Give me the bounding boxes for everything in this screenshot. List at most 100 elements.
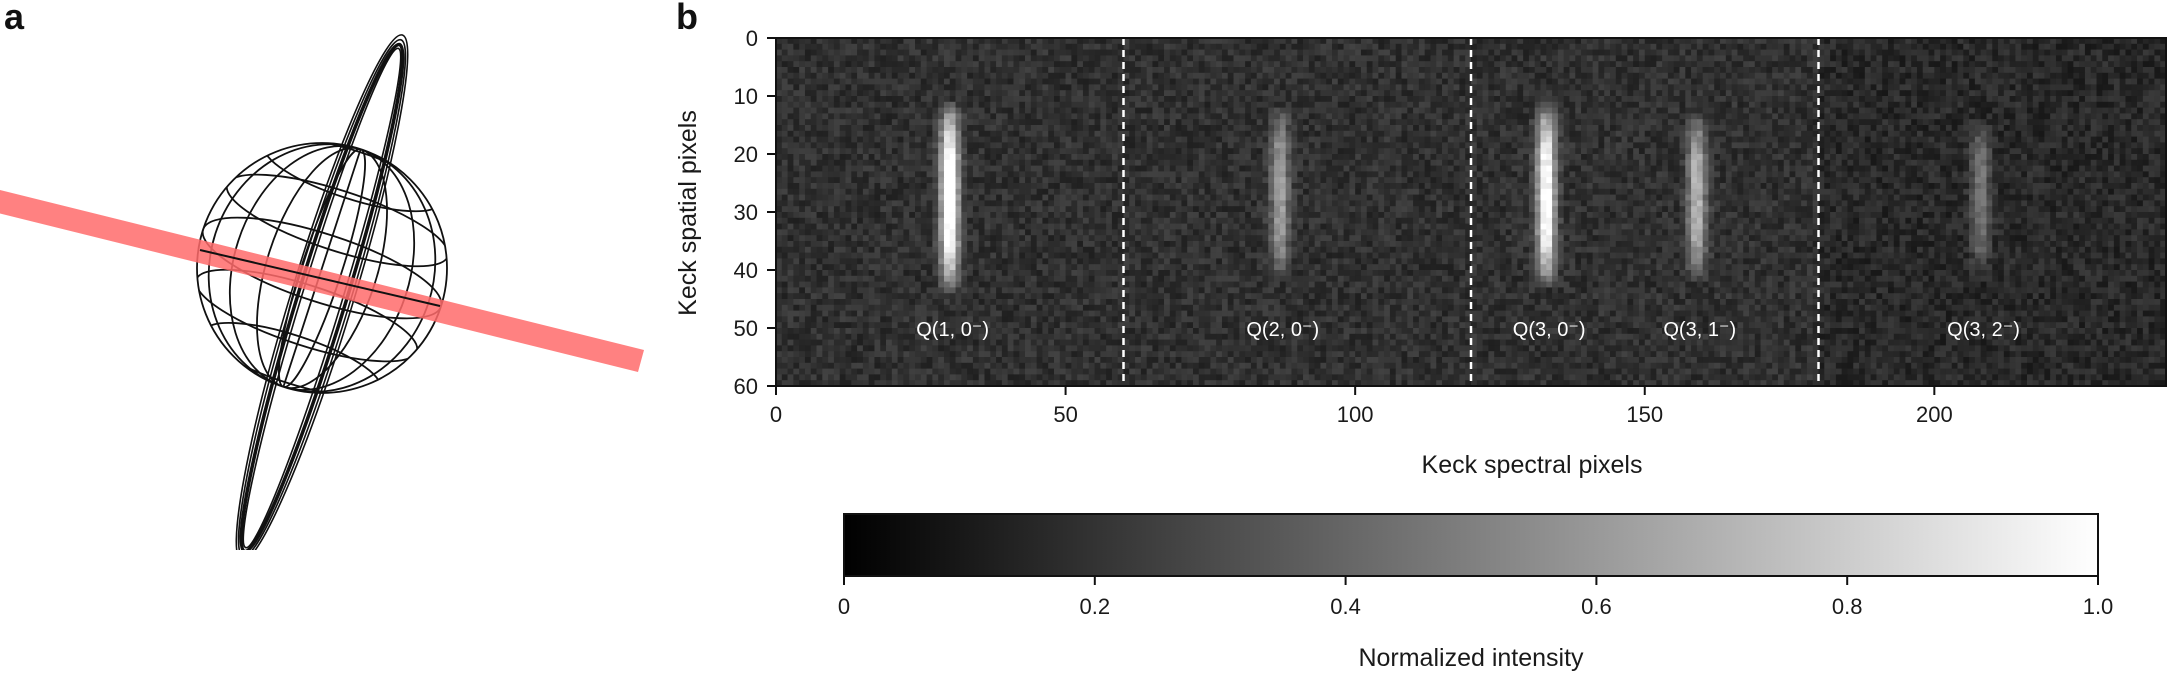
heatmap-cell [1158,49,1165,56]
heatmap-cell [1754,38,1761,45]
heatmap-cell [1893,61,1900,68]
heatmap-cell [1581,107,1588,114]
heatmap-cell [2125,96,2132,103]
heatmap-cell [978,148,985,155]
heatmap-cell [1326,142,1333,149]
heatmap-cell [1471,136,1478,143]
heatmap-cell [1656,107,1663,114]
heatmap-cell [1488,84,1495,91]
heatmap-cell [1644,96,1651,103]
heatmap-cell [2125,61,2132,68]
heatmap-cell [1789,49,1796,56]
heatmap-cell [2055,130,2063,137]
heatmap-cell [2113,113,2121,120]
heatmap-cell [1025,130,1032,137]
heatmap-cell [909,113,916,120]
heatmap-cell [1749,43,1756,50]
heatmap-image [776,38,2167,387]
heatmap-cell [1193,96,1200,103]
heatmap-cell [1754,43,1761,50]
heatmap-cell [1395,101,1402,108]
heatmap-cell [1859,148,1866,155]
heatmap-cell [1922,142,1929,149]
heatmap-cell [1882,113,1889,120]
heatmap-cell [1812,84,1819,91]
heatmap-cell [1030,113,1038,120]
heatmap-cell [839,142,846,149]
heatmap-cell [1830,67,1837,74]
heatmap-cell [1754,154,1761,161]
heatmap-cell [1360,142,1368,149]
heatmap-cell [1517,78,1524,85]
heatmap-cell [1476,78,1483,85]
heatmap-cell [1384,90,1391,97]
heatmap-cell [1117,38,1124,45]
heatmap-cell [955,72,962,79]
heatmap-cell [816,78,823,85]
heatmap-cell [1702,49,1709,56]
heatmap-cell [776,61,783,68]
heatmap-cell [1007,154,1014,161]
heatmap-cell [1789,67,1796,74]
heatmap-cell [1210,142,1217,149]
heatmap-cell [1638,55,1646,62]
heatmap-cell [891,84,899,91]
heatmap-cell [868,67,875,74]
heatmap-cell [1615,43,1622,50]
heatmap-cell [1285,148,1292,155]
heatmap-cell [1007,130,1014,137]
heatmap-cell [880,67,887,74]
heatmap-cell [828,148,835,155]
heatmap-cell [1638,90,1646,97]
heatmap-cell [2154,119,2161,126]
heatmap-cell [2073,43,2080,50]
heatmap-cell [1598,125,1605,132]
heatmap-cell [1135,113,1142,120]
heatmap-cell [1471,142,1478,149]
heatmap-cell [1998,96,2005,103]
heatmap-cell [1256,49,1263,56]
heatmap-cell [1268,125,1275,132]
heatmap-cell [1007,96,1014,103]
heatmap-cell [1187,72,1194,79]
heatmap-cell [932,101,939,108]
heatmap-cell [1094,130,1101,137]
heatmap-cell [1505,78,1512,85]
heatmap-cell [984,55,991,62]
heatmap-cell [1459,119,1466,126]
heatmap-cell [1691,61,1698,68]
heatmap-cell [1007,125,1014,132]
heatmap-cell [816,38,823,45]
heatmap-cell [1146,101,1153,108]
heatmap-cell [1546,38,1553,45]
heatmap-cell [1731,96,1738,103]
heatmap-cell [1749,84,1756,91]
heatmap-cell [1314,119,1321,126]
heatmap-cell [1303,142,1310,149]
heatmap-cell [1876,96,1883,103]
heatmap-cell [781,72,788,79]
heatmap-cell [1129,125,1136,132]
heatmap-cell [1175,142,1182,149]
heatmap-cell [2154,107,2161,114]
heatmap-cell [1193,43,1200,50]
heatmap-cell [1465,125,1472,132]
heatmap-cell [2050,148,2057,155]
heatmap-cell [1459,78,1466,85]
heatmap-cell [1685,61,1692,68]
heatmap-cell [2131,130,2138,137]
heatmap-cell [1482,119,1489,126]
heatmap-cell [2102,96,2109,103]
heatmap-cell [799,90,806,97]
heatmap-cell [1650,72,1657,79]
heatmap-cell [1349,67,1356,74]
heatmap-cell [2073,78,2080,85]
heatmap-cell [1992,72,1999,79]
heatmap-cell [1100,107,1107,114]
heatmap-cell [1870,125,1877,132]
heatmap-cell [1841,101,1848,108]
heatmap-cell [1349,61,1356,68]
heatmap-cell [961,67,968,74]
heatmap-cell [1001,90,1009,97]
heatmap-cell [1447,49,1455,56]
